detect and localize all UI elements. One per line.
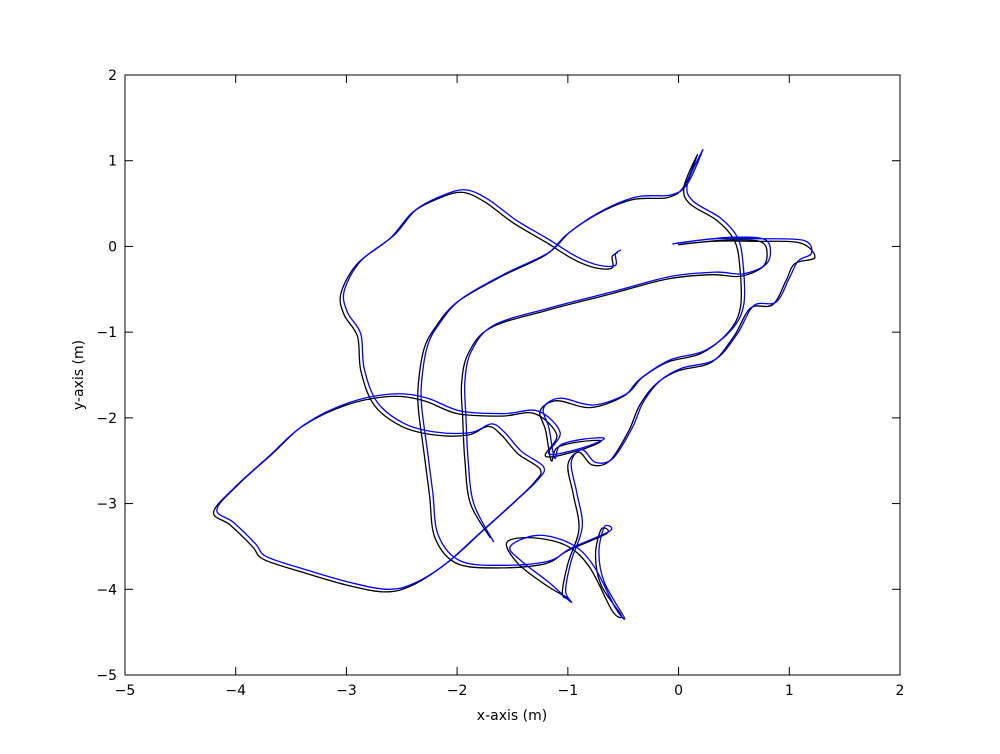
trajectory-line-1 [216, 148, 813, 620]
y-tick-label: 2 [108, 68, 117, 84]
y-tick-label: 1 [108, 154, 117, 170]
trajectory-line-0 [212, 154, 816, 619]
x-tick-label: 1 [785, 683, 794, 699]
plot-area [125, 75, 900, 675]
series-layer [212, 148, 816, 620]
y-axis-label: y-axis (m) [71, 340, 87, 410]
y-tick-label: −1 [96, 325, 117, 341]
y-tick-label: −5 [96, 668, 117, 684]
x-tick-label: 2 [896, 683, 905, 699]
x-tick-label: 0 [674, 683, 683, 699]
x-tick-label: −5 [115, 683, 136, 699]
y-tick-label: −3 [96, 497, 117, 513]
x-tick-label: −4 [225, 683, 246, 699]
y-tick-label: 0 [108, 239, 117, 255]
axes-frame [124, 74, 901, 676]
y-tick-label: −4 [96, 582, 117, 598]
x-tick-label: −1 [558, 683, 579, 699]
x-tick-label: −2 [447, 683, 468, 699]
x-axis-label: x-axis (m) [477, 708, 547, 724]
x-tick-label: −3 [336, 683, 357, 699]
y-tick-label: −2 [96, 411, 117, 427]
tick-layer: −5 −4 −3 −2 −1 0 1 2 −5 −4 −3 −2 −1 0 1 2 [96, 68, 904, 699]
